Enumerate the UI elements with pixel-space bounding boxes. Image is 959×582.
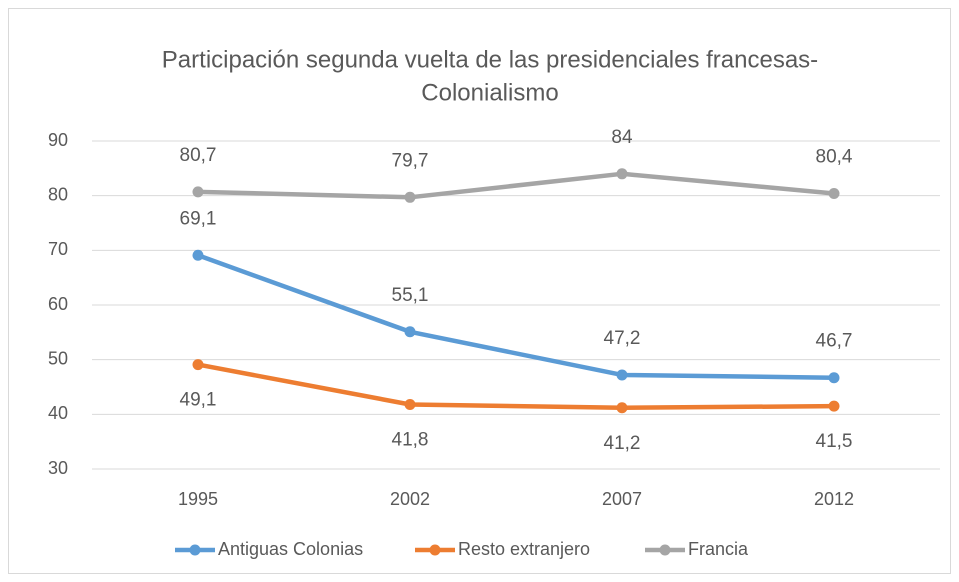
- data-label: 79,7: [392, 150, 429, 171]
- legend-label: Francia: [688, 539, 749, 559]
- data-point: [192, 249, 204, 261]
- y-tick-label: 50: [48, 348, 68, 368]
- data-point: [828, 372, 840, 384]
- series-line: [195, 362, 837, 411]
- data-point: [404, 398, 416, 410]
- data-label: 41,2: [604, 433, 641, 454]
- chart-title: Participación segunda vuelta de las pres…: [162, 46, 818, 73]
- legend-label: Resto extranjero: [458, 539, 590, 559]
- data-label: 55,1: [392, 285, 429, 306]
- x-tick-label: 1995: [178, 489, 218, 509]
- data-point: [404, 326, 416, 338]
- data-label: 80,7: [180, 145, 217, 166]
- data-label: 49,1: [180, 390, 217, 411]
- chart-border: [8, 8, 951, 574]
- legend-marker: [659, 544, 671, 556]
- data-point: [192, 359, 204, 371]
- x-tick-label: 2012: [814, 489, 854, 509]
- x-tick-label: 2002: [390, 489, 430, 509]
- data-point: [404, 191, 416, 203]
- data-point: [828, 400, 840, 412]
- data-point: [616, 402, 628, 414]
- data-label: 69,1: [180, 208, 217, 229]
- y-tick-label: 90: [48, 130, 68, 150]
- series-line: [195, 253, 837, 380]
- series-line: [195, 171, 837, 200]
- data-label: 41,8: [392, 430, 429, 451]
- y-tick-label: 60: [48, 294, 68, 314]
- legend-marker: [189, 544, 201, 556]
- data-label: 46,7: [816, 331, 853, 352]
- legend-label: Antiguas Colonias: [218, 539, 363, 559]
- y-tick-label: 70: [48, 239, 68, 259]
- y-tick-label: 80: [48, 184, 68, 204]
- data-label: 84: [611, 127, 633, 148]
- data-point: [616, 369, 628, 381]
- data-label: 41,5: [816, 431, 853, 452]
- data-point: [828, 187, 840, 199]
- data-label: 47,2: [604, 328, 641, 349]
- chart-title: Colonialismo: [421, 79, 558, 106]
- y-tick-label: 40: [48, 403, 68, 423]
- data-label: 80,4: [816, 146, 853, 167]
- legend-marker: [429, 544, 441, 556]
- y-tick-label: 30: [48, 458, 68, 478]
- x-tick-label: 2007: [602, 489, 642, 509]
- data-point: [192, 186, 204, 198]
- data-point: [616, 168, 628, 180]
